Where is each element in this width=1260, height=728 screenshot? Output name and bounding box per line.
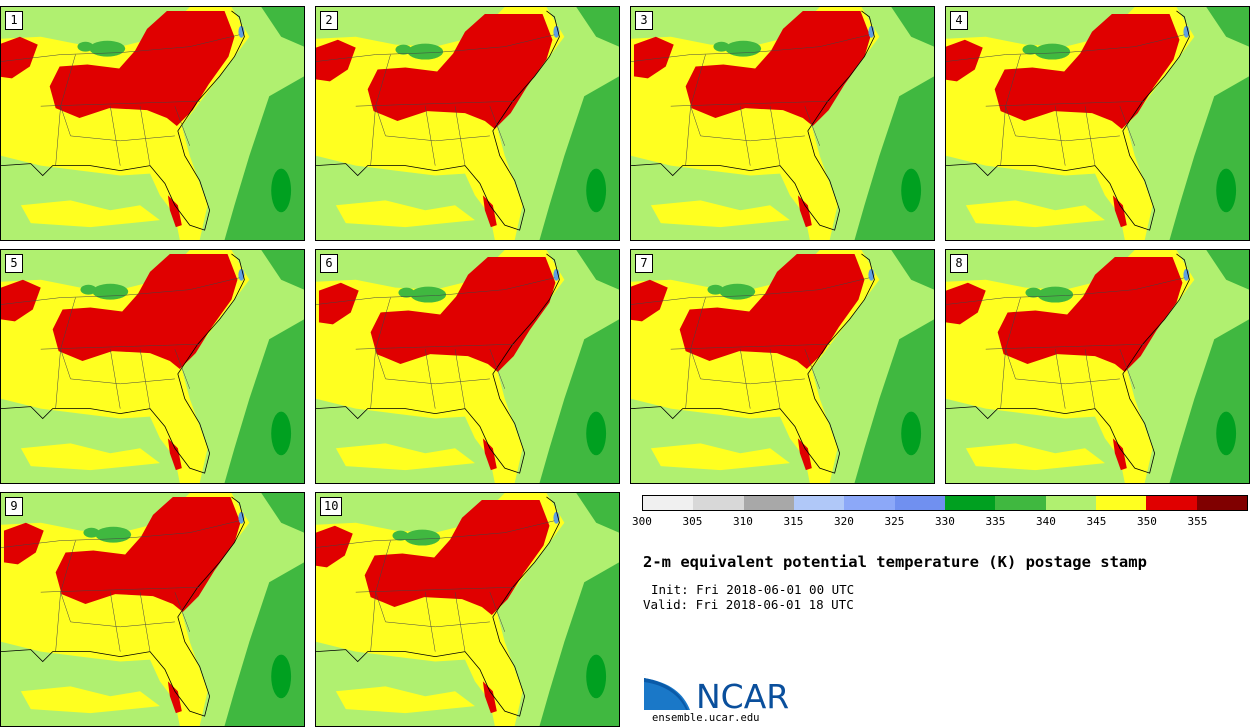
- member-label-7: 7: [635, 254, 653, 273]
- colorbar: [642, 495, 1248, 511]
- colorbar-segment: [844, 496, 895, 510]
- member-map-1: [1, 7, 304, 240]
- member-panel-2: 2: [315, 6, 620, 241]
- colorbar-tick-label: 335: [985, 515, 1006, 528]
- member-map-7: [631, 250, 934, 483]
- colorbar-tick-label: 300: [632, 515, 652, 528]
- member-panel-5: 5: [0, 249, 305, 484]
- member-map-9: [1, 493, 304, 726]
- colorbar-segment: [944, 496, 996, 510]
- colorbar-segment: [1045, 496, 1096, 510]
- colorbar-segment: [743, 496, 794, 510]
- member-panel-1: 1: [0, 6, 305, 241]
- colorbar-segment: [894, 496, 945, 510]
- member-label-4: 4: [950, 11, 968, 30]
- colorbar-segment: [693, 496, 744, 510]
- member-panel-8: 8: [945, 249, 1250, 484]
- valid-time: Valid: Fri 2018-06-01 18 UTC: [643, 597, 854, 612]
- member-label-5: 5: [5, 254, 23, 273]
- member-panel-7: 7: [630, 249, 935, 484]
- colorbar-segment: [643, 496, 694, 510]
- ncar-logo: NCAR: [644, 674, 789, 712]
- colorbar-tick-label: 350: [1137, 515, 1157, 528]
- member-label-3: 3: [635, 11, 653, 30]
- member-panel-3: 3: [630, 6, 935, 241]
- colorbar-tick-label: 340: [1036, 515, 1056, 528]
- colorbar-tick-label: 320: [834, 515, 854, 528]
- colorbar-segment: [995, 496, 1046, 510]
- colorbar-tick-label: 325: [884, 515, 905, 528]
- colorbar-tick-label: 345: [1086, 515, 1107, 528]
- member-map-6: [316, 250, 619, 483]
- member-map-5: [1, 250, 304, 483]
- member-label-6: 6: [320, 254, 338, 273]
- member-panel-10: 10: [315, 492, 620, 727]
- member-map-4: [946, 7, 1249, 240]
- member-label-8: 8: [950, 254, 968, 273]
- member-map-8: [946, 250, 1249, 483]
- member-map-10: [316, 493, 619, 726]
- colorbar-segment: [1196, 496, 1247, 510]
- colorbar-tick-label: 315: [783, 515, 804, 528]
- member-label-9: 9: [5, 497, 23, 516]
- logo-url: ensemble.ucar.edu: [652, 712, 760, 724]
- plot-title: 2-m equivalent potential temperature (K)…: [643, 553, 1147, 571]
- colorbar-tick-label: 305: [682, 515, 703, 528]
- colorbar-segment: [1095, 496, 1147, 510]
- member-label-2: 2: [320, 11, 338, 30]
- colorbar-tick-label: 355: [1187, 515, 1208, 528]
- colorbar-segment: [793, 496, 845, 510]
- svg-text:NCAR: NCAR: [696, 677, 789, 712]
- member-map-2: [316, 7, 619, 240]
- member-panel-9: 9: [0, 492, 305, 727]
- member-map-3: [631, 7, 934, 240]
- member-label-1: 1: [5, 11, 23, 30]
- init-time: Init: Fri 2018-06-01 00 UTC: [651, 582, 855, 597]
- member-panel-4: 4: [945, 6, 1250, 241]
- member-label-10: 10: [320, 497, 343, 516]
- colorbar-segment: [1146, 496, 1197, 510]
- colorbar-tick-label: 330: [935, 515, 955, 528]
- member-panel-6: 6: [315, 249, 620, 484]
- colorbar-tick-label: 310: [733, 515, 753, 528]
